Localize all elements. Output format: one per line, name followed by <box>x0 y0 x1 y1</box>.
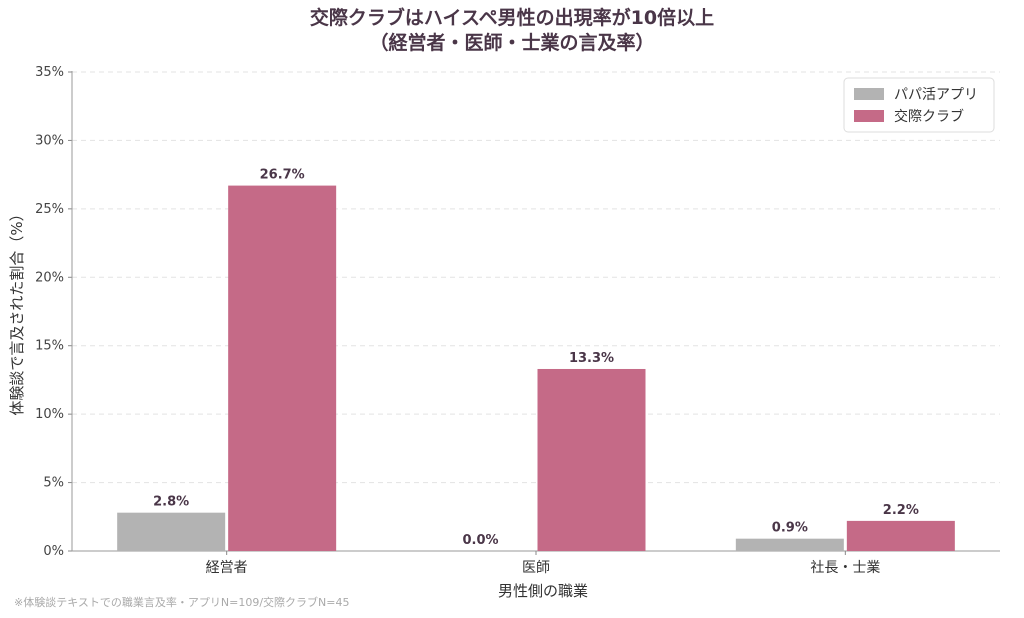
chart-title-line-1: 交際クラブはハイスペ男性の出現率が10倍以上 <box>309 7 715 29</box>
y-axis-label: 体験談で言及された割合（%） <box>8 206 26 415</box>
bars <box>117 185 955 551</box>
y-tick-label: 10% <box>35 407 64 422</box>
data-label: 0.9% <box>772 521 808 536</box>
y-tick-label: 15% <box>35 339 64 354</box>
grid-lines <box>72 71 1000 484</box>
x-tick-label: 社長・士業 <box>810 560 880 576</box>
legend-swatch <box>854 110 884 122</box>
y-tick-label: 25% <box>35 202 64 217</box>
chart-title: 交際クラブはハイスペ男性の出現率が10倍以上 （経営者・医師・士業の言及率） <box>0 6 1024 56</box>
axes: 0% 5% 10% 15% 20% 25% 30% 35% 経営者 医師 社長・士業 <box>35 65 1000 576</box>
data-label: 0.0% <box>462 533 498 548</box>
data-label: 26.7% <box>260 168 305 183</box>
data-labels: 2.8% 26.7% 0.0% 13.3% 0.9% 2.2% <box>153 168 919 548</box>
footnote: ※体験談テキストでの職業言及率・アプリN=109/交際クラブN=45 <box>14 595 349 609</box>
x-tick-label: 医師 <box>522 560 550 576</box>
chart-title-line-2: （経営者・医師・士業の言及率） <box>369 32 655 54</box>
x-axis-label: 男性側の職業 <box>498 582 588 600</box>
bar-app <box>117 512 226 551</box>
bar-app <box>735 538 844 551</box>
x-tick-label: 経営者 <box>206 560 248 576</box>
y-tick-label: 0% <box>43 544 64 559</box>
y-tick-label: 30% <box>35 133 64 148</box>
legend-swatch <box>854 88 884 100</box>
legend-label: 交際クラブ <box>894 108 964 125</box>
y-tick-label: 20% <box>35 270 64 285</box>
bar-club <box>846 520 955 551</box>
data-label: 2.2% <box>883 503 919 518</box>
data-label: 13.3% <box>569 351 614 366</box>
legend-label: パパ活アプリ <box>894 87 978 103</box>
bar-club <box>228 185 337 551</box>
y-tick-label: 35% <box>35 65 64 80</box>
data-label: 2.8% <box>153 495 189 510</box>
bar-club <box>537 368 646 551</box>
y-tick-label: 5% <box>43 476 64 491</box>
